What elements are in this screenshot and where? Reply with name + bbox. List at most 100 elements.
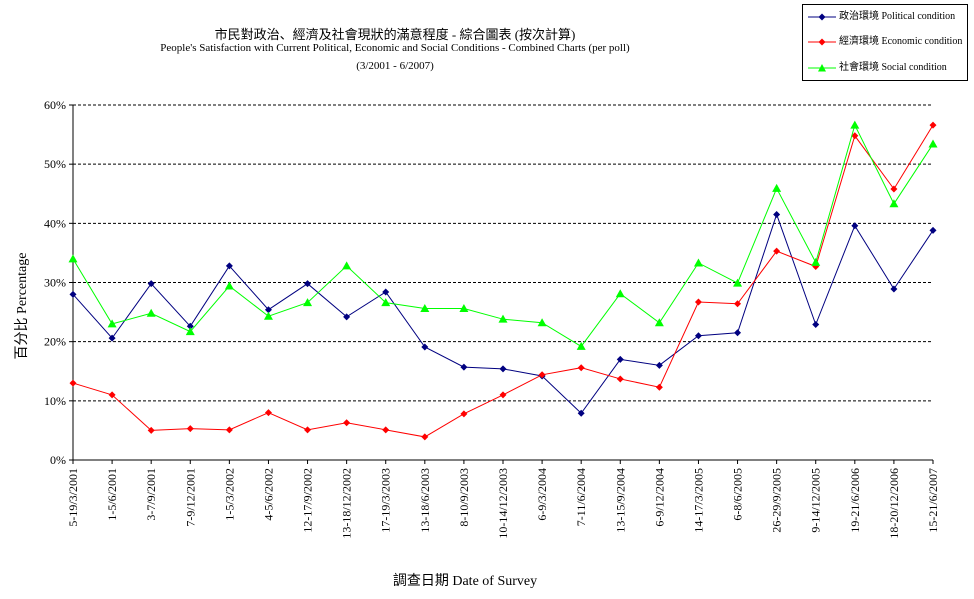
- data-point: [655, 361, 663, 369]
- data-point: [889, 199, 899, 208]
- series-line-0: [72, 212, 934, 415]
- y-axis-title: 百分比 Percentage: [15, 252, 30, 360]
- data-point: [108, 334, 116, 342]
- data-point: [342, 261, 352, 270]
- x-tick-label: 13-15/9/2004: [613, 468, 627, 533]
- chart-title: 市民對政治、經濟及社會現狀的滿意程度 - 綜合圖表 (按次計算): [214, 27, 576, 42]
- data-point: [733, 278, 743, 287]
- x-tick-label: 4-5/6/2002: [261, 468, 275, 521]
- x-tick-label: 15-21/6/2007: [926, 468, 940, 533]
- y-tick-label: 50%: [44, 157, 66, 171]
- data-point: [577, 409, 585, 417]
- data-point: [304, 280, 312, 288]
- data-point: [929, 121, 937, 129]
- data-point: [576, 341, 586, 350]
- data-point: [185, 327, 195, 336]
- data-point: [382, 426, 390, 434]
- data-point: [304, 426, 312, 434]
- series-line-1: [72, 124, 934, 438]
- data-point: [538, 371, 546, 379]
- data-point: [537, 318, 547, 327]
- x-tick-label: 6-9/12/2004: [652, 468, 666, 527]
- data-point: [225, 262, 233, 270]
- data-point: [186, 322, 194, 330]
- data-point: [890, 185, 898, 193]
- data-point: [851, 222, 859, 230]
- legend-label-social: 社會環境 Social condition: [839, 62, 947, 73]
- data-point: [343, 419, 351, 427]
- x-tick-label: 13-18/6/2003: [418, 468, 432, 533]
- y-tick-label: 30%: [44, 276, 66, 290]
- x-tick-label: 1-5/6/2001: [105, 468, 119, 521]
- data-point: [147, 426, 155, 434]
- y-tick-label: 20%: [44, 335, 66, 349]
- data-point: [615, 289, 625, 298]
- series-line-2: [72, 123, 934, 348]
- legend-label-economic: 經濟環境 Economic condition: [839, 36, 963, 47]
- x-axis-title: 調查日期 Date of Survey: [392, 574, 538, 589]
- y-tick-label: 10%: [44, 394, 66, 408]
- data-point: [460, 410, 468, 418]
- x-tick-label: 5-19/3/2001: [66, 468, 80, 527]
- y-tick-label: 60%: [44, 98, 66, 112]
- data-point: [772, 183, 782, 192]
- x-tick-label: 8-10/9/2003: [457, 468, 471, 527]
- data-point: [264, 409, 272, 417]
- legend-swatch-social: [808, 64, 836, 72]
- y-tick-label: 0%: [50, 453, 66, 467]
- legend-label-political: 政治環境 Political condition: [839, 11, 956, 22]
- data-point: [734, 300, 742, 308]
- x-tick-label: 1-5/3/2002: [222, 468, 236, 521]
- data-point: [734, 329, 742, 337]
- x-tick-label: 6-8/6/2005: [731, 468, 745, 521]
- x-tick-label: 12-17/9/2002: [301, 468, 315, 533]
- data-point: [499, 365, 507, 373]
- data-point: [68, 254, 78, 263]
- x-tick-label: 17-19/3/2003: [379, 468, 393, 533]
- data-point: [459, 304, 469, 313]
- data-point: [421, 343, 429, 351]
- data-point: [928, 139, 938, 148]
- data-point: [773, 247, 781, 255]
- data-point: [382, 288, 390, 296]
- x-tick-label: 14-17/3/2005: [691, 468, 705, 533]
- data-point: [264, 306, 272, 314]
- data-point: [421, 433, 429, 441]
- data-point: [69, 379, 77, 387]
- x-tick-label: 26-29/9/2005: [770, 468, 784, 533]
- data-point: [263, 311, 273, 320]
- data-point: [577, 364, 585, 372]
- data-point: [381, 298, 391, 307]
- data-point: [499, 391, 507, 399]
- data-point: [850, 120, 860, 129]
- x-tick-label: 3-7/9/2001: [144, 468, 158, 521]
- x-tick-label: 18-20/12/2006: [887, 468, 901, 539]
- data-point: [147, 280, 155, 288]
- x-tick-label: 7-11/6/2004: [574, 468, 588, 526]
- data-point: [108, 391, 116, 399]
- data-point: [812, 321, 820, 329]
- data-point: [224, 281, 234, 290]
- x-tick-label: 19-21/6/2006: [848, 468, 862, 533]
- y-tick-label: 40%: [44, 216, 66, 230]
- x-tick-label: 13-18/12/2002: [340, 468, 354, 539]
- data-point: [343, 313, 351, 321]
- x-tick-label: 10-14/12/2003: [496, 468, 510, 539]
- data-point: [186, 425, 194, 433]
- data-point: [146, 308, 156, 317]
- data-point: [303, 298, 313, 307]
- data-point: [693, 258, 703, 267]
- data-point: [420, 304, 430, 313]
- chart-legend: 政治環境 Political condition 經濟環境 Economic c…: [802, 4, 968, 81]
- data-point: [107, 319, 117, 328]
- data-point: [851, 132, 859, 140]
- data-point: [773, 210, 781, 218]
- data-point: [69, 290, 77, 298]
- data-point: [655, 383, 663, 391]
- data-point: [460, 363, 468, 371]
- data-point: [694, 298, 702, 306]
- chart-period: (3/2001 - 6/2007): [356, 60, 434, 72]
- data-point: [890, 285, 898, 293]
- data-point: [811, 257, 821, 266]
